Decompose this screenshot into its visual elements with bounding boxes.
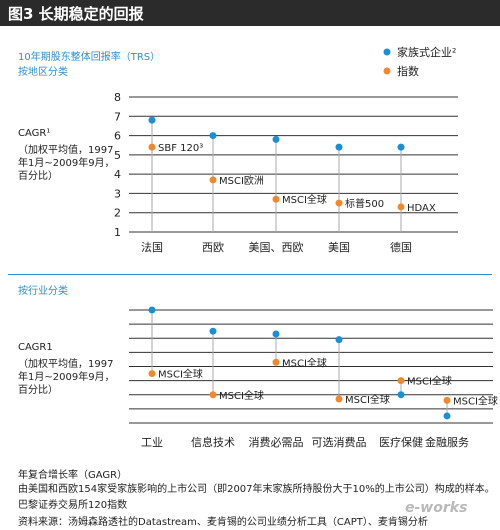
bottom-index-point (272, 358, 280, 366)
bottom-category-label: 可选消费品 (312, 435, 367, 449)
top-chart-subtitle: 按地区分类 (18, 67, 68, 78)
bottom-index-point (209, 391, 217, 399)
top-family-point (209, 132, 217, 140)
page-title: 图3 长期稳定的回报 (8, 5, 144, 23)
top-y-tick-label: 8 (114, 91, 121, 104)
footer-note-3: 巴黎证券交易所120指数 (18, 500, 128, 511)
bottom-category-label: 医疗保健 (379, 435, 423, 449)
bottom-index-point (148, 370, 156, 378)
footer-note-2: 由美国和西欧154家受家族影响的上市公司（即2007年末家族所持股份大于10%的… (18, 484, 495, 495)
top-category-label: 德国 (390, 240, 412, 254)
top-ylabel-2: （加权平均值，1997 (18, 145, 114, 156)
footer-source: 资料来源：汤姆森路透社的Datastream、麦肯锡的公司业绩分析工具（CAPT… (18, 517, 428, 528)
bottom-family-point (148, 306, 156, 314)
bottom-family-point (272, 330, 280, 338)
top-y-tick-label: 6 (114, 130, 121, 143)
top-index-label: HDAX (407, 203, 436, 214)
bottom-ylabel-2: （加权平均值，1997 (18, 359, 114, 370)
top-ylabel-3: 年1月~2009年9月， (18, 158, 115, 169)
bottom-index-label: MSCI全球 (158, 368, 203, 381)
header-bar: 图3 长期稳定的回报 (0, 0, 500, 26)
top-y-tick-label: 5 (114, 149, 121, 162)
top-y-tick-label: 7 (114, 110, 121, 123)
top-ylabel-1: CAGR¹ (18, 128, 51, 139)
top-index-point (397, 203, 405, 211)
top-index-point (209, 176, 217, 184)
watermark-logo: e-works (405, 500, 468, 516)
bottom-ylabel-3: 年1月~2009年9月， (18, 372, 115, 383)
top-family-point (148, 116, 156, 124)
top-chart-title: 10年期股东整体回报率（TRS） (18, 52, 161, 63)
top-index-point (272, 195, 280, 203)
top-family-point (397, 143, 405, 151)
top-family-point (272, 135, 280, 143)
bottom-index-label: MSCI全球 (219, 389, 264, 402)
top-index-label: SBF 120³ (158, 143, 203, 154)
bottom-index-label: MSCI全球 (345, 393, 390, 406)
legend-family-marker (383, 48, 391, 56)
top-family-point (335, 143, 343, 151)
top-y-tick-label: 2 (114, 207, 121, 220)
bottom-category-label: 金融服务 (425, 435, 469, 449)
top-index-point (148, 143, 156, 151)
bottom-category-label: 消费必需品 (249, 435, 304, 449)
bottom-index-point (335, 395, 343, 403)
bottom-index-label: MSCI全球 (282, 356, 327, 369)
section-divider (8, 274, 492, 275)
top-index-label: 标普500 (345, 197, 384, 210)
legend-index-label: 指数 (397, 64, 419, 78)
top-category-label: 法国 (141, 240, 163, 254)
bottom-category-label: 工业 (141, 436, 163, 449)
bottom-index-label: MSCI全球 (453, 394, 498, 407)
legend: 家族式企业² 指数 (383, 45, 456, 78)
top-y-tick-label: 1 (114, 226, 121, 239)
bottom-family-point (397, 391, 405, 399)
bottom-chart-subtitle: 按行业分类 (18, 286, 68, 297)
top-category-label: 西欧 (202, 241, 224, 254)
top-index-label: MSCI全球 (282, 193, 327, 206)
bottom-family-point (335, 336, 343, 344)
footer-note-1: 年复合增长率（GAGR） (18, 470, 128, 481)
top-category-label: 美国 (328, 241, 350, 254)
top-y-tick-label: 4 (114, 168, 121, 181)
bottom-index-label: MSCI全球 (407, 375, 452, 388)
bottom-category-label: 信息技术 (191, 435, 235, 449)
bottom-ylabel-4: 百分比） (18, 385, 58, 396)
legend-index-marker (383, 67, 391, 75)
top-index-point (335, 199, 343, 207)
top-category-label: 美国、西欧 (249, 241, 304, 254)
bottom-index-point (443, 396, 451, 404)
bottom-family-point (209, 327, 217, 335)
legend-family-label: 家族式企业² (397, 45, 456, 59)
bottom-ylabel-1: CAGR1 (18, 342, 53, 353)
top-y-tick-label: 3 (114, 187, 121, 200)
bottom-family-point (443, 412, 451, 420)
bottom-index-point (397, 377, 405, 385)
top-ylabel-4: 百分比） (18, 171, 58, 182)
top-index-label: MSCI欧洲 (219, 175, 264, 187)
